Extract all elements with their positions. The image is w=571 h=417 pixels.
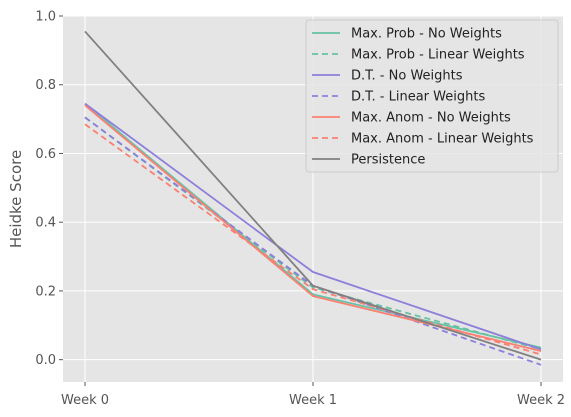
series-line-0 — [84, 102, 542, 349]
legend-label: D.T. - No Weights — [351, 69, 463, 84]
legend-box — [305, 19, 559, 173]
series-line-6 — [84, 30, 542, 361]
x-ticks: Week 0 Week 1 Week 2 — [61, 382, 565, 408]
legend-label: Max. Prob - No Weights — [351, 27, 502, 42]
y-tick-label: 0.8 — [35, 78, 56, 93]
series-line-4 — [84, 104, 542, 352]
legend-label: D.T. - Linear Weights — [351, 90, 485, 105]
y-tick-label: 0.0 — [35, 353, 56, 368]
series-line-2 — [84, 102, 542, 351]
series-lines — [84, 30, 542, 366]
x-tick-label: Week 2 — [517, 393, 565, 408]
series-line-5 — [84, 123, 542, 356]
x-tick-label: Week 0 — [61, 393, 109, 408]
y-tick-label: 0.4 — [35, 216, 56, 231]
legend-label: Persistence — [351, 153, 425, 168]
y-tick-label: 1.0 — [35, 10, 56, 25]
legend-label: Max. Anom - Linear Weights — [351, 132, 534, 147]
y-tick-label: 0.2 — [35, 284, 56, 299]
y-ticks: 0.0 0.2 0.4 0.6 0.8 1.0 — [35, 10, 63, 368]
legend-label: Max. Anom - No Weights — [351, 111, 511, 126]
legend-label: Max. Prob - Linear Weights — [351, 48, 525, 63]
y-tick-label: 0.6 — [35, 147, 56, 162]
legend: Max. Prob - No Weights Max. Prob - Linear… — [305, 19, 559, 173]
x-tick-label: Week 1 — [289, 393, 337, 408]
y-axis-label: Heidke Score — [7, 150, 25, 248]
